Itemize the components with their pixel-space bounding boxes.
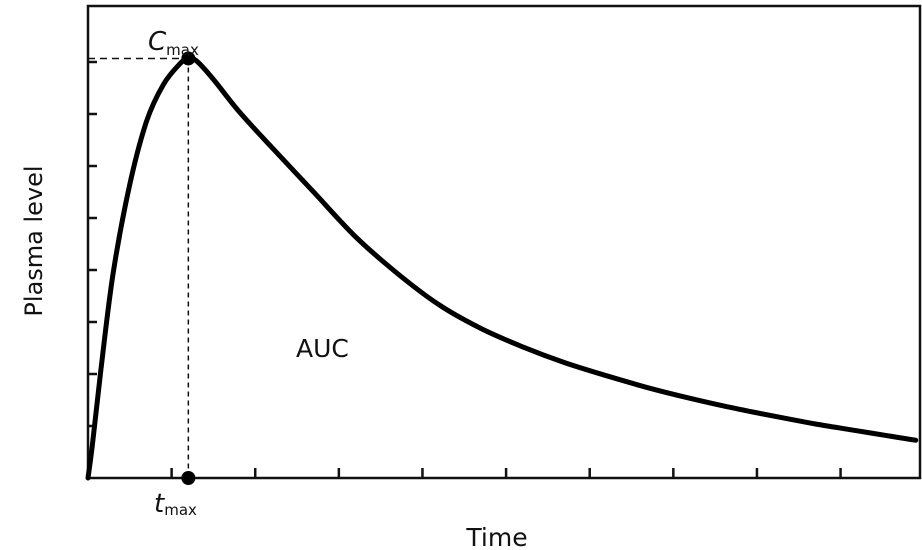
plot-border — [86, 4, 922, 480]
plot-frame — [86, 4, 922, 480]
tmax-point — [181, 471, 196, 485]
x-axis-ticks — [170, 468, 842, 478]
peak-markers — [181, 51, 196, 485]
cmax-point — [181, 51, 196, 66]
y-axis-ticks — [88, 60, 97, 428]
plasma-curve-line — [85, 55, 919, 481]
cmax-label-main: C — [148, 27, 167, 57]
tmax-label-sub: max — [164, 501, 197, 519]
series-plasma-curve — [85, 55, 919, 481]
cmax-label-sub: max — [166, 41, 199, 59]
y-axis-label: Plasma level — [20, 165, 48, 316]
peak-guide-lines — [88, 57, 190, 478]
auc-label: AUC — [296, 334, 349, 363]
tmax-label-main: t — [154, 489, 165, 519]
x-axis-label: Time — [465, 523, 527, 550]
cmax-label: Cmax — [148, 27, 199, 59]
tmax-label: tmax — [154, 489, 197, 519]
